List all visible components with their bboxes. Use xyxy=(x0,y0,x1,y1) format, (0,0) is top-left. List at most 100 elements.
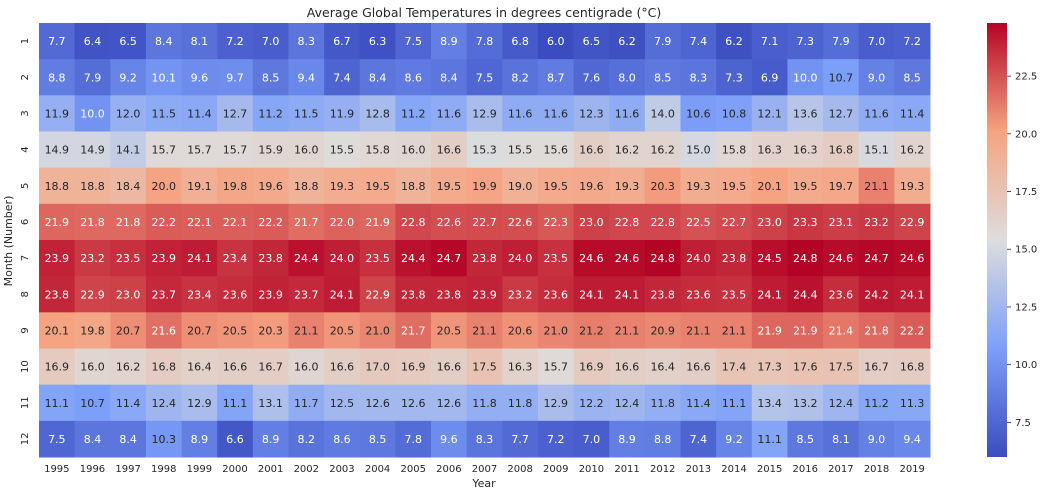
cell-value-label: 16.0 xyxy=(294,361,319,374)
heatmap-cell xyxy=(181,95,218,132)
cell-value-label: 7.9 xyxy=(832,35,850,48)
heatmap-cell xyxy=(823,203,860,241)
heatmap-cell xyxy=(823,312,860,349)
heatmap-cell xyxy=(145,131,183,169)
heatmap-cell xyxy=(324,23,361,60)
cell-value-label: 8.1 xyxy=(191,35,209,48)
cell-value-label: 7.7 xyxy=(48,35,66,48)
heatmap-cell xyxy=(217,59,254,96)
cell-value-label: 15.7 xyxy=(187,144,212,157)
heatmap-cell xyxy=(644,167,682,205)
cell-value-label: 22.6 xyxy=(508,216,533,229)
heatmap-cell xyxy=(252,420,289,458)
heatmap-cell xyxy=(359,240,396,277)
cell-value-label: 24.5 xyxy=(757,252,782,265)
cell-value-label: 7.3 xyxy=(725,71,743,84)
heatmap-cell xyxy=(288,59,325,96)
heatmap-cell xyxy=(466,348,503,386)
colorbar-tick-labels: 7.5 10.0 12.5 15.0 17.5 20.0 22.5 xyxy=(1007,72,1037,429)
cell-value-label: 22.6 xyxy=(437,216,462,229)
cell-value-label: 15.5 xyxy=(330,144,355,157)
cell-value-label: 10.3 xyxy=(151,433,176,446)
heatmap-cell xyxy=(680,131,717,169)
heatmap-cell xyxy=(181,240,218,277)
cell-value-label: 19.5 xyxy=(722,180,747,193)
heatmap-cell xyxy=(858,23,895,60)
heatmap-cell xyxy=(858,59,895,96)
heatmap-cell xyxy=(751,167,788,205)
heatmap-cell xyxy=(680,312,717,349)
heatmap-cell xyxy=(609,167,646,205)
heatmap-cell xyxy=(573,59,610,96)
cell-value-label: 19.6 xyxy=(258,180,283,193)
cell-value-label: 22.5 xyxy=(686,216,711,229)
heatmap-cell xyxy=(858,420,895,458)
heatmap-cell xyxy=(431,312,468,349)
heatmap-cell xyxy=(573,167,610,205)
y-tick-label: 2 xyxy=(20,74,31,80)
cell-value-label: 7.0 xyxy=(583,433,601,446)
cell-value-label: 21.2 xyxy=(579,324,604,337)
heatmap-cell xyxy=(787,203,824,241)
cell-value-label: 19.5 xyxy=(437,180,462,193)
cell-value-label: 7.2 xyxy=(547,433,565,446)
heatmap-cell xyxy=(858,95,895,132)
cell-value-label: 8.2 xyxy=(511,71,529,84)
cell-value-label: 18.8 xyxy=(294,180,319,193)
cell-value-label: 15.6 xyxy=(544,144,569,157)
cell-value-label: 23.4 xyxy=(223,252,248,265)
cell-value-label: 8.5 xyxy=(262,71,280,84)
heatmap-cell xyxy=(217,131,254,169)
cell-value-label: 23.6 xyxy=(829,288,854,301)
heatmap-cell xyxy=(181,59,218,96)
heatmap-cell xyxy=(110,167,147,205)
cell-value-label: 19.5 xyxy=(544,180,569,193)
cell-value-label: 23.9 xyxy=(472,288,497,301)
x-tick-label: 2017 xyxy=(828,464,853,475)
heatmap-cell xyxy=(288,131,325,169)
cell-value-label: 23.6 xyxy=(686,288,711,301)
x-tick-label: 1997 xyxy=(115,464,140,475)
heatmap-cell xyxy=(680,59,717,96)
cell-value-label: 19.0 xyxy=(508,180,533,193)
cell-value-label: 10.7 xyxy=(80,397,105,410)
heatmap-cell xyxy=(324,276,361,313)
cell-value-label: 12.3 xyxy=(579,107,604,120)
heatmap-cell xyxy=(110,420,147,458)
cell-value-label: 21.6 xyxy=(151,324,176,337)
heatmap-cell xyxy=(823,95,860,132)
heatmap-cell xyxy=(145,167,183,205)
cell-value-label: 14.0 xyxy=(650,107,675,120)
heatmap-cell xyxy=(359,23,396,60)
colorbar-tick-label: 7.5 xyxy=(1015,418,1031,429)
cell-value-label: 11.9 xyxy=(330,107,355,120)
heatmap-cell xyxy=(74,420,111,458)
heatmap-cell xyxy=(110,312,147,349)
heatmap-cell xyxy=(395,23,432,60)
y-tick-label: 7 xyxy=(20,255,31,261)
cell-value-label: 6.5 xyxy=(119,35,137,48)
colorbar-tick-label: 17.5 xyxy=(1015,187,1037,198)
cell-value-label: 9.2 xyxy=(119,71,137,84)
heatmap-cell xyxy=(431,240,468,277)
heatmap-cell xyxy=(39,131,76,169)
y-axis-label: Month (Number) xyxy=(2,196,15,287)
cell-value-label: 15.5 xyxy=(508,144,533,157)
cell-value-label: 21.0 xyxy=(544,324,569,337)
cell-value-label: 15.7 xyxy=(151,144,176,157)
x-tick-label: 2006 xyxy=(436,464,461,475)
cell-value-label: 13.6 xyxy=(793,107,818,120)
heatmap-cell xyxy=(609,203,646,241)
cell-value-label: 21.7 xyxy=(401,324,426,337)
heatmap-cell xyxy=(787,95,824,132)
heatmap-cell xyxy=(181,276,218,313)
cell-value-label: 6.5 xyxy=(583,35,601,48)
heatmap-cell xyxy=(110,276,147,313)
cell-value-label: 11.8 xyxy=(508,397,533,410)
cell-value-label: 13.2 xyxy=(793,397,818,410)
heatmap-cell xyxy=(858,384,895,422)
heatmap-cell xyxy=(466,420,503,458)
heatmap-cell xyxy=(466,131,503,169)
